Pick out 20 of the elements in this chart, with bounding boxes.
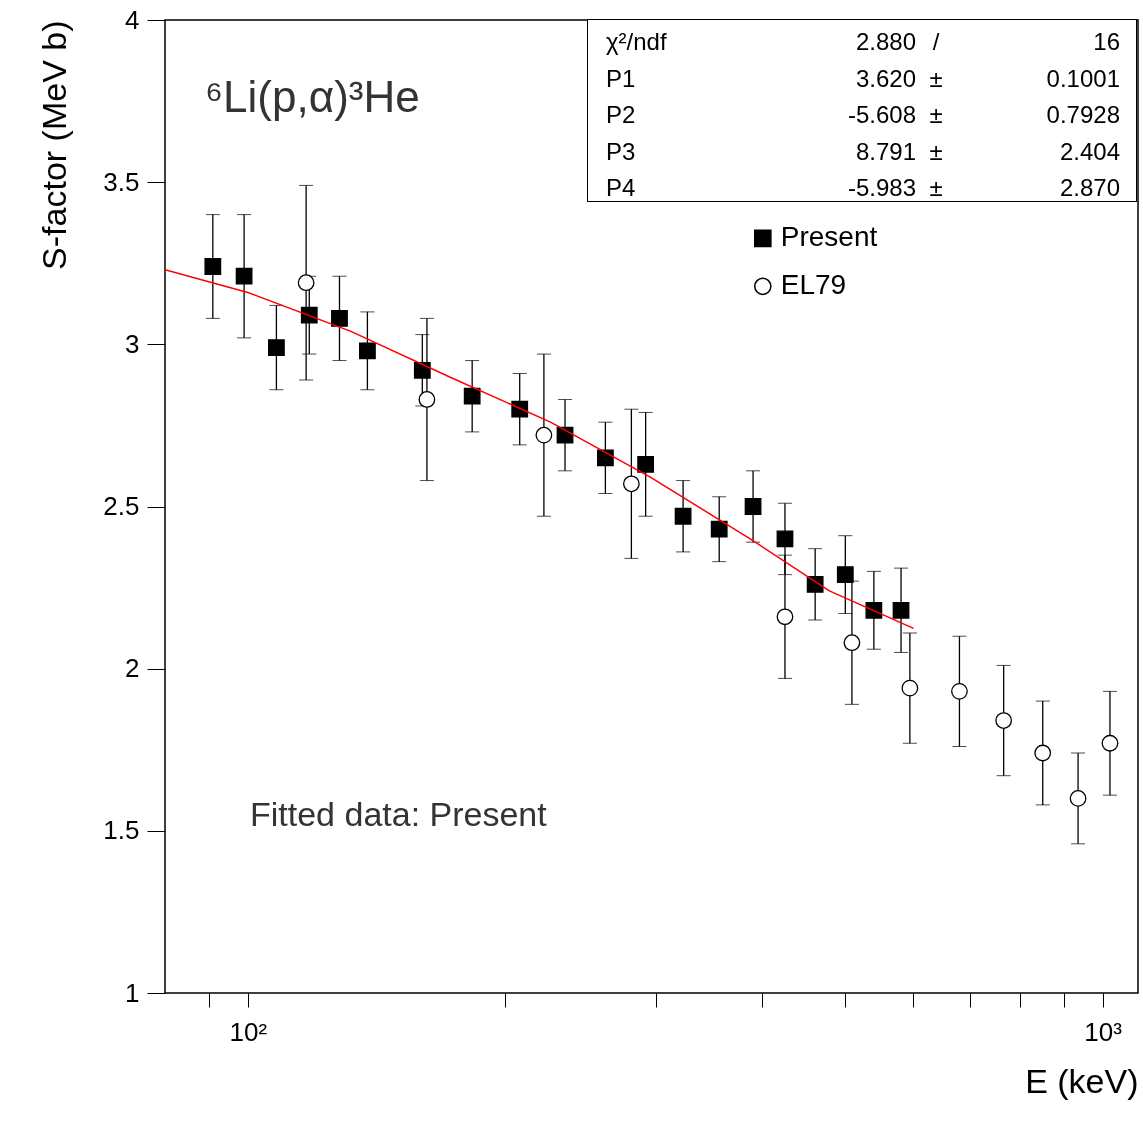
y-tick-label: 1: [125, 977, 140, 1008]
y-tick-label: 3: [125, 328, 140, 359]
x-tick-label: 10²: [229, 1016, 268, 1047]
x-tick-label: 10³: [1084, 1016, 1123, 1047]
legend-label: Present: [780, 221, 878, 253]
text: P4 -5.983 ± 2.870: [606, 174, 1120, 201]
y-tick-label: 2.5: [103, 491, 140, 521]
y-axis-title: S-factor (MeV b): [35, 20, 74, 270]
annotation: ⁶Li(p,α)³He: [205, 72, 420, 122]
y-tick-label: 4: [125, 4, 140, 35]
y-tick-label: 1.5: [103, 815, 140, 846]
x-axis-title: E (keV): [1025, 1061, 1139, 1100]
text: χ²/ndf 2.880 / 16: [606, 28, 1120, 55]
text: P2 -5.608 ± 0.7928: [606, 101, 1120, 128]
text: P3 8.791 ± 2.404: [606, 137, 1120, 165]
annotation: Fitted data: Present: [250, 795, 547, 834]
y-tick-label: 3.5: [103, 166, 140, 197]
y-tick-label: 2: [125, 653, 140, 684]
legend-label: EL79: [780, 269, 847, 301]
text: P1 3.620 ± 0.1001: [606, 64, 1120, 92]
